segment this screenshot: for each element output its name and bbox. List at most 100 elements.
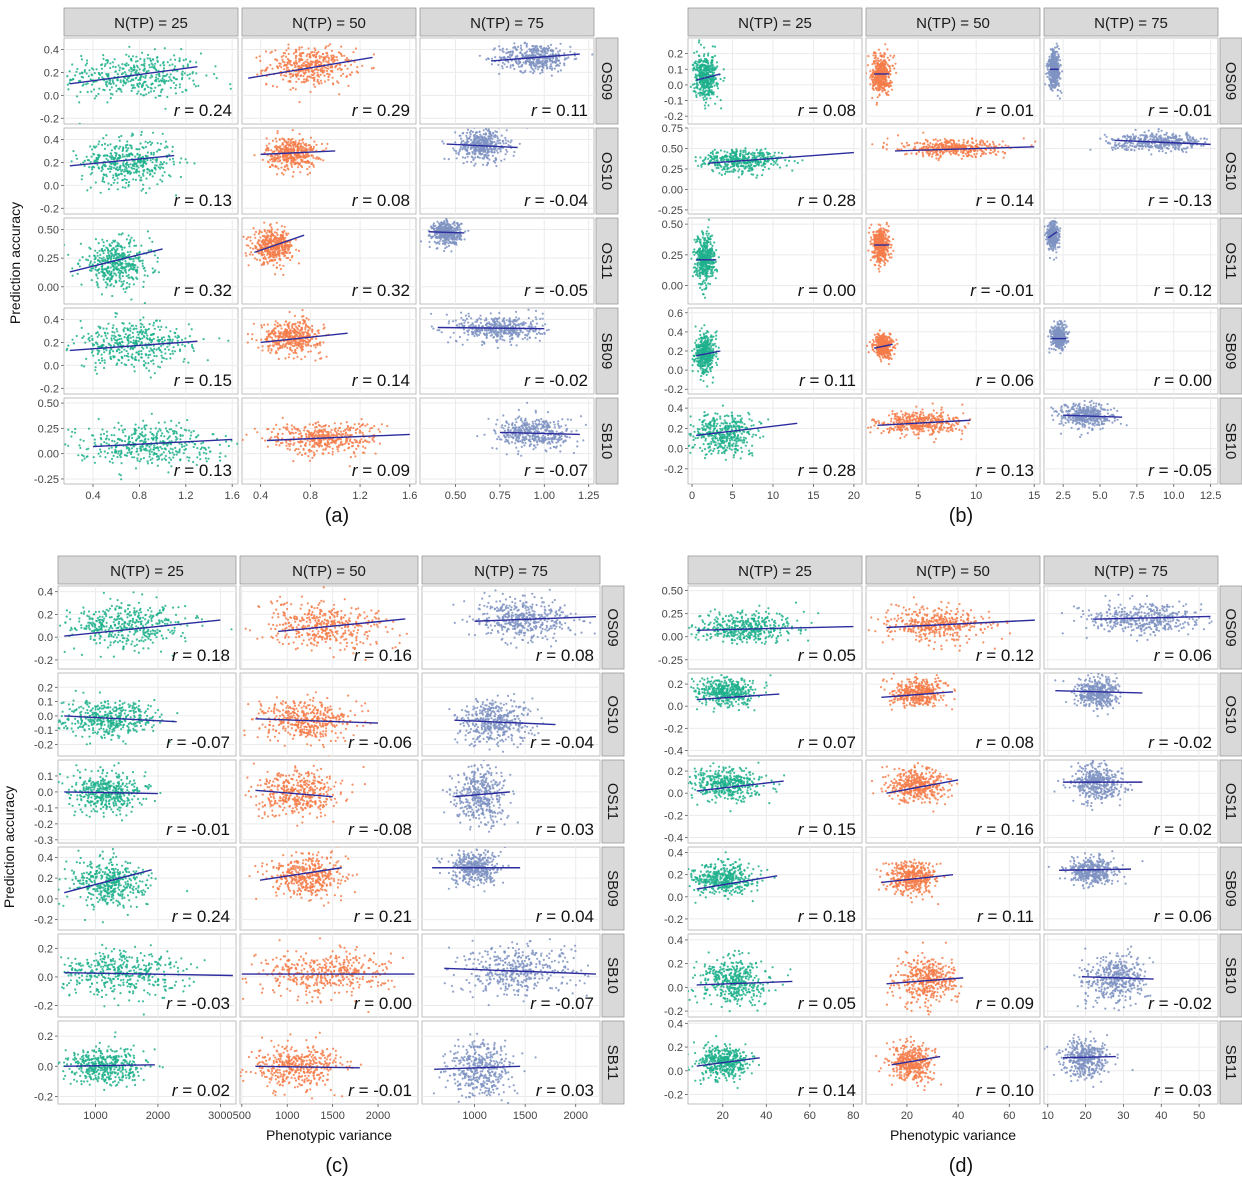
data-point <box>467 230 469 232</box>
data-point <box>121 173 123 175</box>
data-point <box>142 316 144 318</box>
data-point <box>449 241 451 243</box>
data-point <box>76 95 78 97</box>
data-point <box>438 243 440 245</box>
data-point <box>314 61 316 63</box>
data-point <box>91 84 93 86</box>
data-point <box>444 216 446 218</box>
data-point <box>299 162 301 164</box>
data-point <box>142 184 144 186</box>
correlation-value: = -0.04 <box>530 191 588 210</box>
data-point <box>556 64 558 66</box>
data-point <box>493 148 495 150</box>
data-point <box>90 91 92 93</box>
data-point <box>105 268 107 270</box>
data-point <box>162 133 164 135</box>
data-point <box>355 47 357 49</box>
data-point <box>163 161 165 163</box>
data-point <box>267 243 269 245</box>
data-point <box>158 149 160 151</box>
data-point <box>295 146 297 148</box>
data-point <box>279 145 281 147</box>
data-point <box>292 160 294 162</box>
data-point <box>467 129 469 131</box>
data-point <box>278 330 280 332</box>
data-point <box>71 160 73 162</box>
data-point <box>526 50 528 52</box>
data-point <box>148 70 150 72</box>
data-point <box>97 351 99 353</box>
data-point <box>142 175 144 177</box>
data-point <box>464 142 466 144</box>
data-point <box>116 349 118 351</box>
data-point <box>333 56 335 58</box>
data-point <box>85 64 87 66</box>
data-point <box>183 358 185 360</box>
data-point <box>95 332 97 334</box>
data-point <box>436 248 438 250</box>
data-point <box>124 71 126 73</box>
data-point <box>98 156 100 158</box>
data-point <box>548 329 550 331</box>
data-point <box>120 81 122 83</box>
data-point <box>302 75 304 77</box>
data-point <box>444 226 446 228</box>
data-point <box>132 79 134 81</box>
data-point <box>461 140 463 142</box>
data-point <box>88 69 90 71</box>
data-point <box>133 168 135 170</box>
data-point <box>466 137 468 139</box>
data-point <box>280 74 282 76</box>
data-point <box>296 356 298 358</box>
data-point <box>334 59 336 61</box>
data-point <box>105 158 107 160</box>
data-point <box>113 83 115 85</box>
correlation-label: r = -0.05 <box>524 281 588 300</box>
data-point <box>118 349 120 351</box>
data-point <box>497 148 499 150</box>
data-point <box>308 69 310 71</box>
data-point <box>284 330 286 332</box>
data-point <box>460 228 462 230</box>
data-point <box>164 108 166 110</box>
data-point <box>286 67 288 69</box>
data-point <box>489 148 491 150</box>
correlation-value: = 0.15 <box>180 371 232 390</box>
data-point <box>464 157 466 159</box>
data-point <box>187 362 189 364</box>
data-point <box>105 165 107 167</box>
data-point <box>317 51 319 53</box>
data-point <box>114 58 116 60</box>
data-point <box>182 71 184 73</box>
data-point <box>282 55 284 57</box>
data-point <box>302 161 304 163</box>
data-point <box>269 231 271 233</box>
data-point <box>98 88 100 90</box>
data-point <box>116 90 118 92</box>
data-point <box>501 65 503 67</box>
data-point <box>149 58 151 60</box>
data-point <box>443 250 445 252</box>
data-point <box>293 328 295 330</box>
data-point <box>169 353 171 355</box>
data-point <box>452 223 454 225</box>
data-point <box>111 295 113 297</box>
data-point <box>271 337 273 339</box>
data-point <box>262 243 264 245</box>
data-point <box>482 164 484 166</box>
data-point <box>266 232 268 234</box>
data-point <box>141 52 143 54</box>
data-point <box>456 236 458 238</box>
correlation-value: = 0.24 <box>180 101 232 120</box>
data-point <box>177 344 179 346</box>
data-point <box>295 249 297 251</box>
data-point <box>71 339 73 341</box>
data-point <box>103 340 105 342</box>
data-point <box>266 339 268 341</box>
data-point <box>122 275 124 277</box>
data-point <box>169 330 171 332</box>
data-point <box>297 147 299 149</box>
data-point <box>86 156 88 158</box>
data-point <box>278 150 280 152</box>
data-point <box>459 135 461 137</box>
